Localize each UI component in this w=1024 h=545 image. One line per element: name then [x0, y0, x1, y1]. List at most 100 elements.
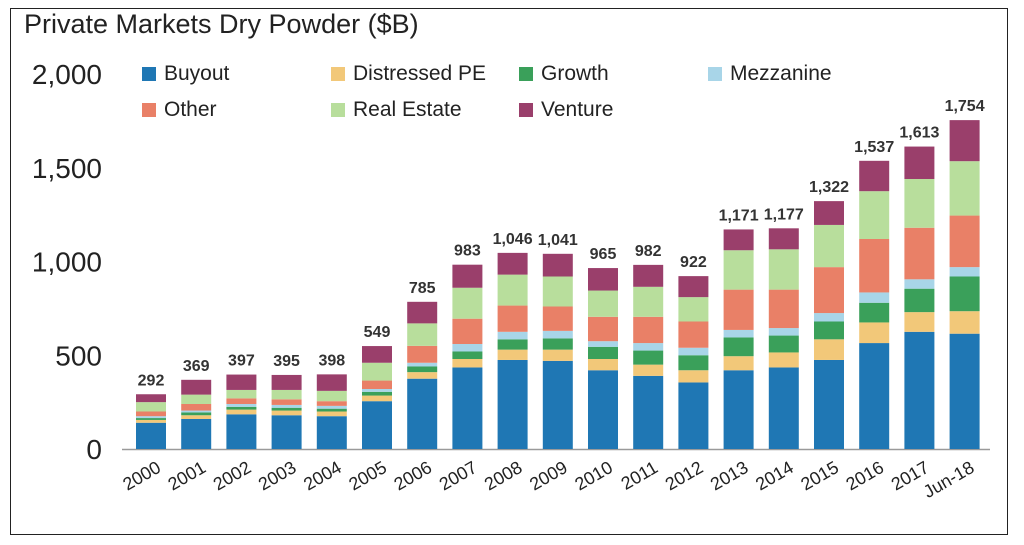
bar-segment-venture: [949, 120, 980, 162]
bar-segment-other: [271, 399, 302, 405]
y-tick-label: 1,500: [32, 153, 102, 184]
bar-segment-venture: [271, 374, 302, 390]
bar-segment-real-estate: [768, 249, 799, 290]
x-tick-label: 2001: [165, 457, 210, 494]
bar-segment-buyout: [316, 416, 347, 449]
legend-label: Mezzanine: [730, 62, 832, 85]
bar-segment-growth: [678, 355, 709, 371]
bar-segment-distressed-pe: [904, 312, 935, 332]
bar-segment-mezzanine: [768, 328, 799, 336]
legend-label: Venture: [541, 98, 614, 121]
bar-segment-growth: [181, 412, 212, 416]
bar-segment-other: [407, 345, 438, 363]
bar-segment-real-estate: [949, 161, 980, 216]
bar-segment-real-estate: [904, 179, 935, 228]
bar-total-label: 398: [318, 352, 345, 369]
bar-segment-other: [768, 289, 799, 329]
legend-item-buyout: Buyout: [142, 62, 229, 86]
legend-item-distressed-pe: Distressed PE: [331, 62, 486, 86]
x-tick-label: 2012: [662, 457, 707, 494]
bar-segment-real-estate: [136, 402, 166, 412]
bar-segment-growth: [452, 351, 483, 359]
legend-item-other: Other: [142, 98, 217, 122]
bar-segment-real-estate: [497, 274, 528, 306]
bar-segment-buyout: [452, 367, 483, 449]
bar-total-label: 1,537: [854, 139, 894, 156]
bar-segment-growth: [542, 338, 573, 350]
bar-total-label: 1,754: [945, 98, 985, 115]
chart-title: Private Markets Dry Powder ($B): [24, 9, 419, 39]
bar-segment-other: [678, 321, 709, 348]
bar-segment-venture: [588, 268, 618, 291]
bar-total-label: 785: [409, 280, 436, 297]
bar-segment-distressed-pe: [678, 370, 709, 383]
bar-segment-real-estate: [316, 390, 347, 402]
legend-item-venture: Venture: [519, 98, 613, 122]
bar-segment-growth: [407, 366, 438, 373]
bar-segment-other: [316, 401, 347, 406]
bar-segment-buyout: [723, 370, 754, 449]
x-tick-label: 2016: [843, 457, 888, 494]
bar-total-label: 982: [635, 243, 662, 260]
x-tick-label: 2011: [618, 457, 662, 494]
bar-segment-other: [497, 305, 528, 332]
x-tick-label: 2015: [797, 457, 842, 494]
bar-segment-distressed-pe: [588, 359, 618, 371]
bar-segment-buyout: [407, 378, 438, 449]
bar-segment-distressed-pe: [723, 356, 754, 371]
bar-segment-other: [226, 398, 257, 404]
bar-segment-buyout: [814, 359, 844, 449]
bar-segment-distressed-pe: [136, 419, 166, 423]
bar-segment-mezzanine: [271, 404, 302, 408]
bar-segment-distressed-pe: [768, 352, 799, 368]
bar-segment-distressed-pe: [949, 311, 980, 334]
bar-total-label: 1,322: [809, 179, 849, 196]
bar-segment-growth: [904, 288, 935, 313]
x-tick-label: 2007: [436, 457, 481, 494]
bar-segment-venture: [226, 374, 257, 390]
bar-segment-other: [452, 318, 483, 344]
bar-segment-other: [859, 239, 890, 293]
bar-segment-real-estate: [588, 290, 618, 317]
bar-segment-venture: [768, 228, 799, 250]
bar-segment-real-estate: [859, 191, 890, 239]
x-tick-label: 2005: [345, 457, 390, 494]
bar-segment-buyout: [768, 367, 799, 449]
bar-total-label: 369: [183, 358, 210, 375]
bar-segment-distressed-pe: [362, 395, 392, 402]
bar-segment-venture: [407, 301, 438, 324]
bar-total-label: 395: [273, 353, 300, 370]
bar-segment-growth: [633, 350, 664, 365]
x-tick-label: Jun-18: [920, 457, 978, 502]
bar-segment-mezzanine: [316, 405, 347, 409]
bar-segment-buyout: [226, 414, 257, 449]
legend-label: Buyout: [164, 62, 230, 85]
x-tick-label: 2013: [707, 457, 752, 494]
bar-segment-buyout: [904, 331, 935, 449]
bar-segment-distressed-pe: [271, 410, 302, 416]
bar-total-label: 983: [454, 243, 481, 260]
chart-frame: [10, 8, 1008, 535]
bar-segment-other: [362, 380, 392, 389]
legend-swatch: [331, 67, 345, 81]
x-tick-label: 2002: [210, 457, 255, 494]
bar-total-label: 1,177: [764, 206, 804, 223]
bar-segment-distressed-pe: [452, 359, 483, 368]
x-tick-label: 2014: [752, 457, 797, 494]
bar-total-label: 549: [364, 324, 391, 341]
bar-segment-growth: [588, 346, 618, 359]
bar-segment-distressed-pe: [814, 339, 844, 360]
bar-segment-buyout: [181, 419, 212, 449]
bar-segment-real-estate: [723, 250, 754, 290]
legend-label: Other: [164, 98, 217, 121]
bar-segment-buyout: [542, 360, 573, 449]
bar-segment-growth: [316, 408, 347, 412]
x-tick-label: 2004: [300, 457, 345, 494]
bar-segment-venture: [814, 201, 844, 225]
legend-swatch: [708, 67, 722, 81]
bar-segment-other: [136, 411, 166, 417]
bar-segment-venture: [181, 379, 212, 395]
bar-segment-other: [814, 267, 844, 314]
bar-total-label: 1,171: [719, 207, 759, 224]
